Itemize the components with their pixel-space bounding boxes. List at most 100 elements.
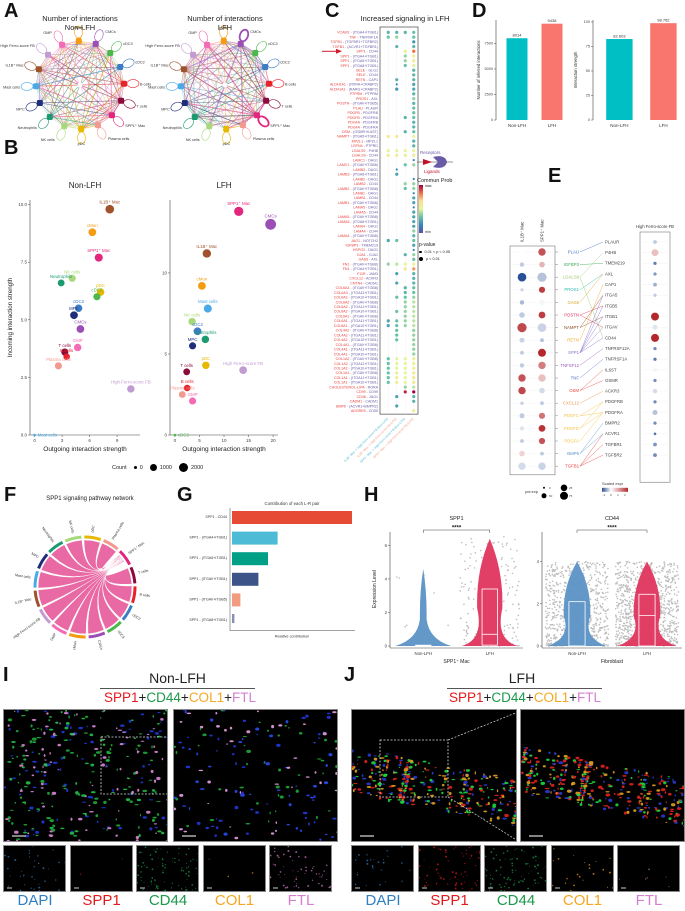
fluorescence-signal bbox=[585, 763, 588, 767]
jitter-point bbox=[622, 632, 625, 635]
fluorescence-signal bbox=[429, 801, 432, 804]
jitter-point bbox=[583, 569, 585, 571]
jitter-point bbox=[675, 586, 678, 589]
ligand-receptor-link bbox=[579, 412, 604, 429]
dotplot-dot bbox=[412, 333, 416, 337]
self-loop bbox=[238, 28, 250, 43]
fluorescence-signal bbox=[155, 888, 156, 890]
fluorescence-signal bbox=[314, 771, 317, 774]
fluorescence-signal bbox=[34, 879, 36, 881]
jitter-point bbox=[677, 578, 680, 580]
lr-pair-label: COL6A1 - (ITGA11+ITGB1) bbox=[334, 319, 378, 323]
jitter-point bbox=[651, 562, 653, 565]
jitter-point bbox=[591, 635, 594, 638]
fluorescence-signal bbox=[278, 768, 282, 772]
x-axis-title: Fibroblast bbox=[601, 659, 624, 665]
network-edge bbox=[78, 40, 121, 68]
dotplot-dot bbox=[403, 149, 407, 153]
jitter-point bbox=[563, 627, 565, 630]
fluorescence-signal bbox=[482, 775, 488, 778]
fluorescence-signal bbox=[537, 882, 539, 884]
ligand-receptor-link bbox=[579, 295, 604, 328]
fluorescence-signal bbox=[374, 772, 377, 775]
jitter-point bbox=[515, 618, 518, 621]
fluorescence-signal bbox=[566, 789, 572, 793]
fluorescence-signal bbox=[28, 849, 30, 851]
jitter-point bbox=[552, 602, 555, 604]
fluorescence-signal bbox=[140, 713, 145, 716]
fluorescence-signal bbox=[672, 778, 674, 782]
fluorescence-signal bbox=[385, 769, 388, 771]
dotplot-dot bbox=[412, 314, 416, 318]
jitter-point bbox=[591, 588, 594, 591]
jitter-point bbox=[581, 562, 584, 565]
jitter-point bbox=[630, 611, 632, 614]
panel-j-group-label: LFH bbox=[508, 670, 536, 686]
jitter-point bbox=[621, 629, 624, 631]
fluorescence-signal bbox=[45, 728, 49, 730]
scatter-point-label: MPC bbox=[188, 337, 198, 342]
fluorescence-signal bbox=[448, 785, 453, 789]
fluorescence-signal bbox=[381, 783, 386, 785]
network-edge bbox=[47, 54, 122, 102]
fluorescence-signal bbox=[357, 788, 362, 791]
fluorescence-signal bbox=[44, 725, 49, 728]
fluorescence-signal bbox=[364, 759, 368, 764]
fluorescence-signal bbox=[675, 790, 678, 792]
dotplot-dot bbox=[403, 357, 407, 361]
fluorescence-signal bbox=[559, 787, 564, 791]
y-tick-label: 4 bbox=[385, 576, 388, 581]
fluorescence-signal bbox=[65, 722, 70, 726]
fluorescence-signal bbox=[660, 795, 663, 799]
fluorescence-signal bbox=[470, 856, 472, 858]
fluorescence-signal bbox=[245, 832, 249, 835]
jitter-point bbox=[553, 612, 555, 614]
dotplot-dot bbox=[395, 319, 399, 323]
fluorescence-signal bbox=[581, 794, 586, 797]
fluorescence-signal bbox=[498, 883, 501, 886]
jitter-point bbox=[669, 585, 672, 587]
dotplot-dot bbox=[386, 153, 390, 157]
fluorescence-signal bbox=[368, 775, 372, 779]
fluorescence-signal bbox=[398, 763, 402, 767]
ligand-label: SPP1 bbox=[568, 350, 580, 355]
fluorescence-signal bbox=[23, 785, 28, 788]
jitter-point bbox=[638, 561, 641, 564]
fluorescence-signal bbox=[187, 736, 189, 739]
dotplot-dot bbox=[412, 101, 416, 105]
jitter-point bbox=[467, 589, 470, 592]
expression-dot bbox=[538, 374, 546, 382]
pvalue-label: 0.01 < p < 0.05 bbox=[424, 250, 451, 254]
fluorescence-signal bbox=[188, 806, 191, 811]
fluorescence-signal bbox=[11, 741, 16, 743]
fluorescence-signal bbox=[29, 806, 34, 810]
panel-i-composite-label: SPP1+CD44+COL1+FTL bbox=[95, 690, 265, 705]
scatter-point-label: IL1B⁺ Mac bbox=[99, 199, 121, 204]
ligand-receptor-link bbox=[579, 252, 604, 278]
jitter-point bbox=[662, 586, 664, 589]
fluorescence-signal bbox=[427, 789, 432, 792]
fluorescence-signal bbox=[327, 810, 331, 812]
fluorescence-signal bbox=[29, 852, 30, 853]
fluorescence-signal bbox=[521, 875, 523, 877]
fluorescence-signal bbox=[438, 875, 440, 877]
fluorescence-signal bbox=[43, 710, 47, 712]
fluorescence-signal bbox=[198, 769, 204, 772]
self-loop bbox=[170, 101, 183, 112]
jitter-point bbox=[561, 604, 563, 606]
fluorescence-signal bbox=[457, 878, 458, 880]
jitter-point bbox=[548, 584, 550, 587]
fluorescence-signal bbox=[373, 757, 378, 761]
fluorescence-signal bbox=[68, 715, 70, 719]
dotplot-dot bbox=[403, 63, 407, 68]
fluorescence-signal bbox=[154, 850, 157, 853]
jitter-point bbox=[605, 615, 607, 617]
fluorescence-signal bbox=[304, 816, 308, 820]
dotplot-dot bbox=[403, 319, 407, 323]
fluorescence-signal bbox=[101, 807, 106, 809]
network-edge bbox=[109, 53, 113, 116]
jitter-point bbox=[639, 573, 641, 575]
fluorescence-signal bbox=[229, 826, 232, 828]
fluorescence-signal bbox=[63, 787, 67, 790]
